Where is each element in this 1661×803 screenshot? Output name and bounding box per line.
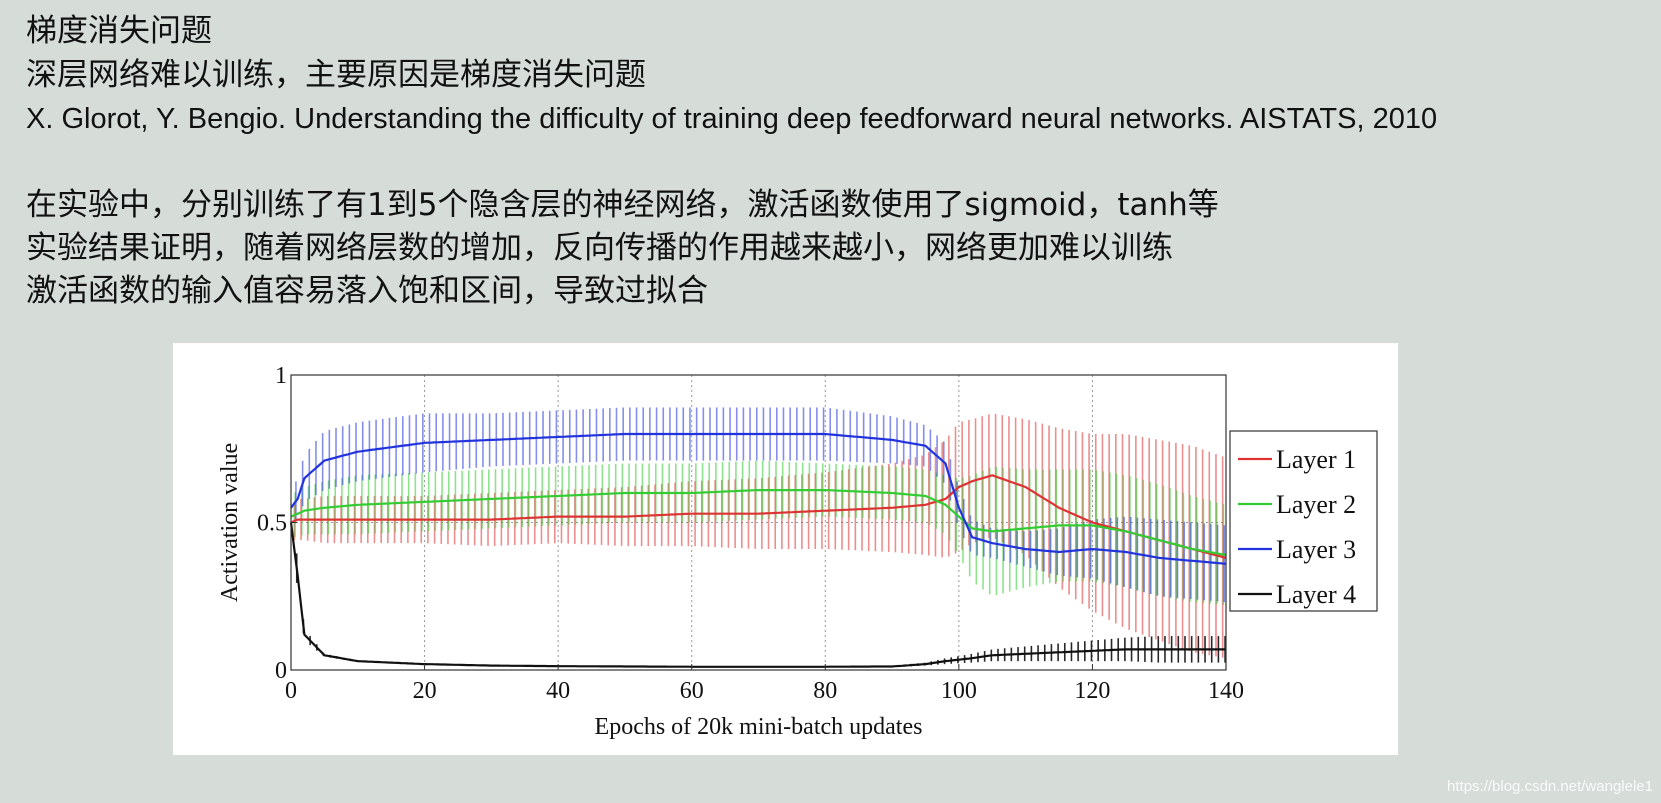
watermark: https://blog.csdn.net/wanglele1 <box>1447 778 1653 795</box>
chart-grid <box>291 375 1226 670</box>
activation-chart-figure: 0 20 40 60 80 100 120 140 0 0.5 1 Epochs of 20k mi… <box>173 343 1398 755</box>
result-line: 实验结果证明，随着网络层数的增加，反向传播的作用越来越小，网络更加难以训练 <box>26 230 1173 266</box>
x-tick-label: 140 <box>1208 678 1244 704</box>
y-tick-label: 0 <box>275 658 287 684</box>
saturation-line: 激活函数的输入值容易落入饱和区间，导致过拟合 <box>26 273 708 309</box>
y-tick-label: 1 <box>275 363 287 389</box>
legend-box <box>1229 430 1378 612</box>
series-line-layer-3 <box>290 432 1227 565</box>
legend-label: Layer 2 <box>1276 490 1356 519</box>
legend-label: Layer 1 <box>1276 445 1356 474</box>
x-tick-label: 0 <box>285 678 297 704</box>
legend-label: Layer 3 <box>1276 535 1356 564</box>
series-lines <box>289 432 1227 668</box>
y-tick-label: 0.5 <box>257 511 287 537</box>
x-tick-label: 60 <box>680 678 704 704</box>
x-tick-label: 20 <box>413 678 437 704</box>
x-tick-label: 40 <box>546 678 570 704</box>
series-line-layer-4 <box>289 522 1226 668</box>
error-bars <box>293 407 1226 668</box>
x-tick-label: 100 <box>941 678 977 704</box>
x-tick-label: 120 <box>1074 678 1110 704</box>
experiment-line: 在实验中，分别训练了有1到5个隐含层的神经网络，激活函数使用了sigmoid，t… <box>26 187 1219 223</box>
series-line-layer-2 <box>290 489 1227 556</box>
slide-heading: 梯度消失问题 <box>26 13 212 49</box>
axis-ticks: 0 20 40 60 80 100 120 140 0 0.5 1 <box>257 363 1244 704</box>
x-axis-label: Epochs of 20k mini-batch updates <box>595 714 923 740</box>
intro-line: 深层网络难以训练，主要原因是梯度消失问题 <box>26 57 646 93</box>
reference-line: X. Glorot, Y. Bengio. Understanding the … <box>26 103 1438 135</box>
legend-label: Layer 4 <box>1276 580 1356 609</box>
y-axis-label: Activation value <box>217 443 243 602</box>
activation-chart: 0 20 40 60 80 100 120 140 0 0.5 1 Epochs of 20k mi… <box>217 363 1378 740</box>
x-tick-label: 80 <box>813 678 837 704</box>
series-line-layer-1 <box>290 474 1227 559</box>
chart-legend: Layer 1 Layer 2 Layer 3 Layer 4 <box>1229 430 1378 612</box>
